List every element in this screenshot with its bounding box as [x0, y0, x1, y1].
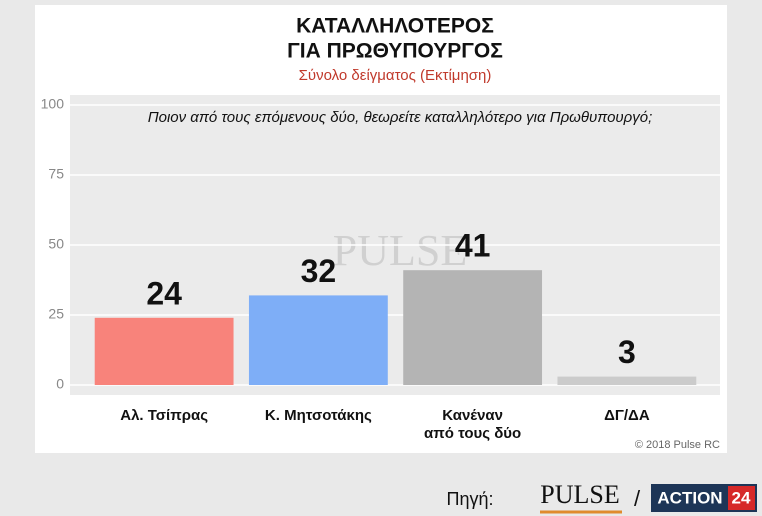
data-label: 3: [618, 334, 636, 370]
action-logo-num: 24: [732, 488, 751, 507]
y-tick-label: 50: [48, 236, 64, 252]
question: Ποιον από τους επόμενους δύο, θεωρείτε κ…: [148, 109, 653, 126]
x-tick-label: ΔΓ/ΔΑ: [604, 407, 650, 424]
chart-title: ΚΑΤΑΛΛΗΛΟΤΕΡΟΣ: [296, 15, 494, 38]
bar: [557, 376, 697, 385]
action-logo: ACTION: [657, 488, 722, 507]
data-label: 32: [301, 253, 337, 289]
source-label: Πηγή:: [446, 489, 493, 509]
watermark: PULSE: [333, 226, 467, 275]
x-tick-label: Κανέναν από τους δύο: [424, 407, 522, 442]
x-tick-label: Κ. Μητσοτάκης: [264, 407, 372, 424]
chart-title: ΓΙΑ ΠΡΩΘΥΠΟΥΡΓΟΣ: [287, 40, 503, 63]
chart-subtitle: Σύνολο δείγματος (Εκτίμηση): [299, 67, 492, 84]
copyright: © 2018 Pulse RC: [635, 439, 720, 451]
y-tick-label: 0: [56, 376, 64, 392]
data-label: 24: [146, 275, 182, 311]
y-tick-label: 25: [48, 306, 64, 322]
bar: [248, 295, 388, 385]
bar: [94, 317, 234, 385]
bar: [403, 270, 543, 385]
y-tick-label: 100: [41, 96, 65, 112]
action-logo-box: [728, 486, 755, 510]
pulse-logo: PULSE: [540, 480, 619, 509]
x-tick-label: Αλ. Τσίπρας: [120, 407, 209, 424]
data-label: 41: [455, 228, 491, 264]
y-tick-label: 75: [48, 166, 64, 182]
separator: /: [634, 486, 641, 511]
